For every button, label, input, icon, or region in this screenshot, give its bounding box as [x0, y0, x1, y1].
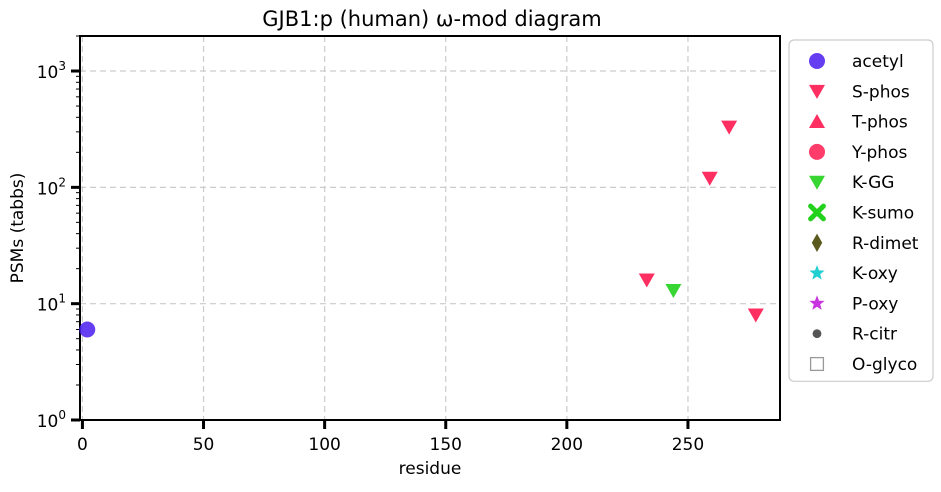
point-s-phos	[638, 273, 655, 288]
x-tick-label: 150	[430, 435, 462, 455]
y-tick-label: 102	[37, 175, 66, 199]
point-s-phos	[747, 308, 764, 323]
point-s-phos	[721, 120, 738, 135]
legend-label: K-sumo	[852, 204, 914, 224]
legend-label: K-GG	[852, 173, 894, 193]
grid-lines	[80, 36, 780, 421]
legend-marker	[808, 203, 826, 222]
legend-marker	[809, 356, 825, 372]
x-tick-label: 250	[672, 435, 704, 455]
x-tick-label: 100	[308, 435, 340, 455]
axis-ticks: 0 50 100 150 200 250 100 101 102 103	[37, 35, 704, 455]
x-axis-label: residue	[399, 459, 462, 479]
legend-marker	[809, 265, 825, 280]
legend-label: S-phos	[852, 82, 910, 102]
y-tick-label: 100	[37, 408, 66, 432]
legend-marker	[809, 53, 825, 69]
legend-frame	[788, 39, 934, 382]
y-tick-label: 101	[37, 292, 66, 316]
legend-label: Y-phos	[851, 143, 907, 163]
x-tick-label: 50	[193, 435, 215, 455]
legend-label: acetyl	[852, 52, 904, 72]
point-s-phos	[701, 171, 718, 186]
x-tick-label: 0	[77, 435, 88, 455]
chart-title: GJB1:p (human) ω-mod diagram	[262, 7, 601, 31]
plot-area-frame	[79, 35, 781, 421]
legend: acetyl S-phos T-phos Y-phos K-GG K-sumo R-dime…	[788, 39, 934, 382]
legend-marker	[809, 114, 825, 128]
legend-label: P-oxy	[852, 294, 898, 314]
legend-label: R-dimet	[852, 234, 919, 254]
legend-label: T-phos	[851, 113, 908, 133]
legend-marker	[811, 233, 823, 252]
legend-label: O-glyco	[852, 355, 917, 375]
data-points	[79, 120, 764, 338]
legend-marker	[809, 175, 825, 190]
legend-marker	[809, 143, 825, 160]
legend-marker	[809, 84, 825, 99]
y-tick-label: 103	[37, 59, 66, 83]
legend-label: R-citr	[852, 325, 897, 345]
y-axis-label: PSMs (tabbs)	[8, 173, 28, 284]
x-tick-label: 200	[551, 435, 583, 455]
legend-label: K-oxy	[852, 264, 898, 284]
point-k-gg	[665, 284, 682, 299]
legend-marker	[809, 295, 825, 310]
legend-marker	[812, 329, 822, 339]
point-acetyl	[79, 321, 96, 338]
